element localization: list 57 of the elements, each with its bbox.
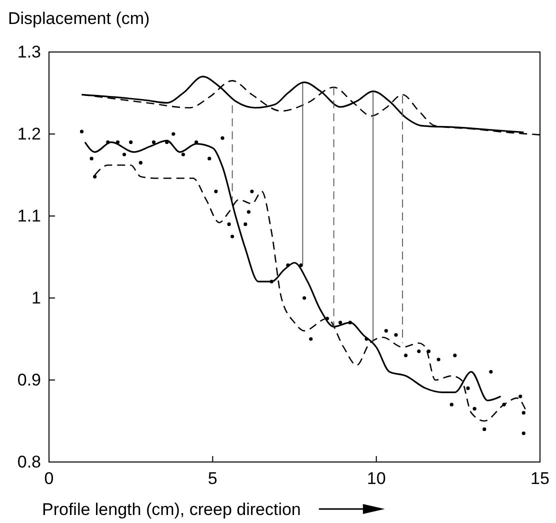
point <box>453 354 457 358</box>
point <box>518 394 522 398</box>
point <box>172 132 176 136</box>
point <box>299 263 303 267</box>
y-tick-label: 1 <box>32 288 41 308</box>
y-tick-label: 0.9 <box>17 370 41 390</box>
x-tick-label: 0 <box>44 469 54 488</box>
point <box>472 406 476 410</box>
point <box>426 350 431 354</box>
point <box>129 140 133 144</box>
point <box>364 337 368 341</box>
point <box>220 136 224 140</box>
point <box>227 222 231 226</box>
x-tick-label: 5 <box>208 469 218 488</box>
point <box>246 210 250 214</box>
point <box>338 320 342 324</box>
point <box>417 350 421 354</box>
point <box>302 296 306 300</box>
point <box>194 140 198 144</box>
point <box>250 190 254 194</box>
point <box>394 333 398 337</box>
point <box>244 222 248 226</box>
point <box>152 140 156 144</box>
point <box>116 140 120 144</box>
point <box>404 354 408 358</box>
point <box>122 152 126 156</box>
point <box>384 329 388 333</box>
point <box>80 130 84 134</box>
point <box>90 156 94 160</box>
point <box>309 337 313 341</box>
x-tick-label: 15 <box>530 469 550 488</box>
point <box>286 263 290 267</box>
point <box>181 152 186 156</box>
point <box>466 386 470 390</box>
point <box>450 402 454 406</box>
point <box>522 411 526 415</box>
point <box>482 427 486 431</box>
y-tick-label: 0.8 <box>17 452 41 472</box>
point <box>270 280 274 284</box>
y-tick-label: 1.1 <box>17 206 41 226</box>
point <box>502 402 506 406</box>
x-tick-label: 10 <box>366 469 386 488</box>
point <box>489 370 493 374</box>
point <box>325 316 330 320</box>
point <box>230 234 234 238</box>
point <box>522 432 526 436</box>
point <box>93 174 97 178</box>
y-tick-label: 1.2 <box>17 124 41 144</box>
y-axis-title: Displacement (cm) <box>8 9 150 28</box>
point <box>106 140 110 144</box>
x-axis-title: Profile length (cm), creep direction <box>42 500 301 519</box>
y-tick-label: 1.3 <box>17 42 41 62</box>
point <box>214 190 218 194</box>
point <box>348 320 352 324</box>
point <box>436 358 440 362</box>
point <box>138 160 142 164</box>
point <box>208 156 212 160</box>
